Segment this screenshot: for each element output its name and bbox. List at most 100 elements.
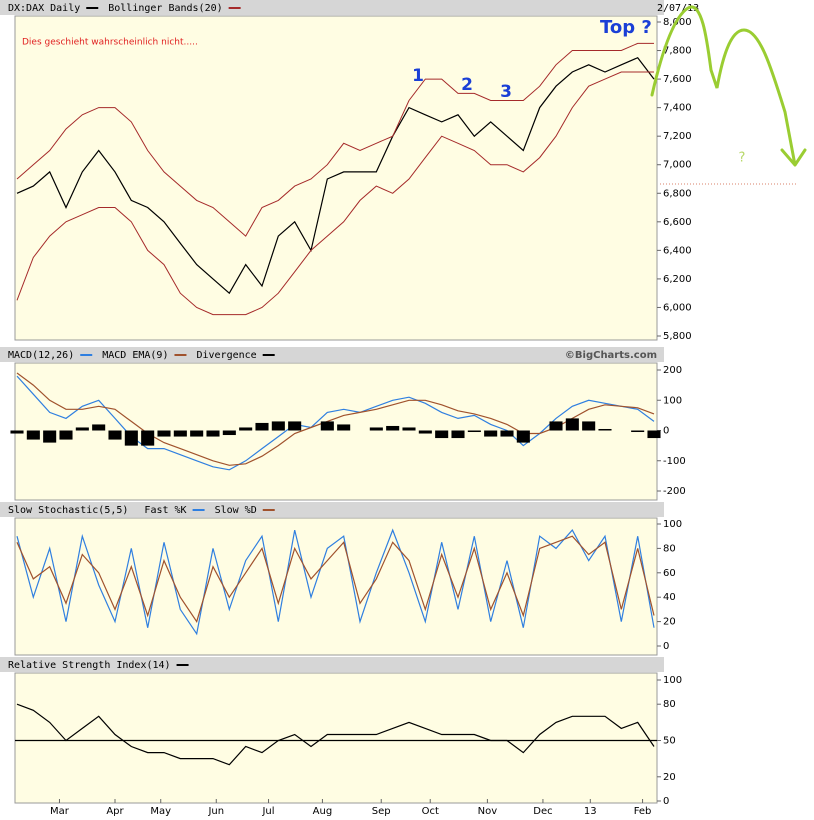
divergence-bar (173, 430, 187, 437)
x-tick-label: 13 (584, 806, 597, 817)
divergence-bar (631, 430, 645, 433)
y-tick-label: 7,400 (663, 103, 692, 114)
x-tick-label: Oct (422, 806, 439, 817)
divergence-bar (92, 424, 106, 431)
y-tick-label: 60 (663, 568, 676, 579)
x-tick-label: Aug (313, 806, 333, 817)
divergence-bar (190, 430, 204, 437)
annotation: Top ? (600, 17, 652, 38)
x-tick-label: Nov (478, 806, 498, 817)
series-line (16, 375, 655, 471)
divergence-bar (222, 430, 236, 436)
divergence-bar (337, 424, 351, 431)
plot-area (14, 517, 658, 656)
y-tick-label: 100 (663, 395, 682, 406)
divergence-bar (500, 430, 514, 437)
series-line (16, 528, 655, 636)
y-tick-label: 6,800 (663, 188, 692, 199)
divergence-bar (565, 418, 579, 431)
plot-area (14, 672, 658, 804)
y-tick-label: 100 (663, 519, 682, 530)
plot-area (14, 15, 658, 341)
y-tick-label: 7,200 (663, 131, 692, 142)
divergence-bar (141, 430, 155, 446)
panel-header (0, 657, 664, 672)
series-line (16, 372, 655, 466)
annotation: Dies geschieht wahrscheinlich nicht..... (22, 38, 198, 48)
y-tick-label: 40 (663, 592, 676, 603)
date-label: 2/07/13 (657, 3, 699, 14)
divergence-bar (418, 430, 432, 434)
series-line (16, 535, 655, 623)
x-tick-label: Sep (372, 806, 391, 817)
y-tick-label: 50 (663, 736, 676, 747)
divergence-bar (206, 430, 220, 437)
legend-label: Fast %K (144, 505, 186, 516)
divergence-bar (255, 422, 269, 431)
y-tick-label: 20 (663, 617, 676, 628)
x-tick-label: Jul (261, 806, 274, 817)
x-tick-label: May (150, 806, 171, 817)
divergence-bar (647, 430, 661, 439)
projection-sketch (650, 5, 807, 167)
divergence-bar (516, 430, 530, 443)
annotation: 3 (500, 82, 512, 102)
y-tick-label: 7,000 (663, 160, 692, 171)
series-line (16, 56, 655, 295)
divergence-bar (157, 430, 171, 437)
divergence-bar (75, 427, 89, 431)
panel-header (0, 502, 664, 517)
x-tick-label: Apr (106, 806, 124, 817)
x-tick-label: Mar (50, 806, 70, 817)
divergence-bar (484, 430, 498, 437)
y-tick-label: 100 (663, 675, 682, 686)
y-tick-label: 7,600 (663, 74, 692, 85)
y-tick-label: 20 (663, 772, 676, 783)
x-tick-label: Jun (207, 806, 224, 817)
band-upper (16, 42, 654, 237)
legend-label: Slow %D (215, 505, 257, 516)
legend-label: Slow Stochastic(5,5) (8, 505, 128, 516)
band-lower (16, 71, 654, 316)
y-tick-label: 0 (663, 426, 669, 437)
divergence-bar (386, 425, 400, 431)
divergence-bar (451, 430, 465, 439)
divergence-bar (369, 427, 383, 431)
divergence-bar (271, 421, 285, 431)
legend-label: Relative Strength Index(14) (8, 660, 171, 671)
divergence-bar (598, 428, 612, 431)
divergence-bar (10, 430, 24, 434)
source-label: ©BigCharts.com (565, 350, 657, 361)
panels: 5,800 6,000 6,200 6,400 6,600 6,800 7,000 7,200… (0, 0, 699, 817)
y-tick-label: 0 (663, 796, 669, 807)
divergence-bar (435, 430, 449, 439)
y-tick-label: 7,800 (663, 46, 692, 57)
divergence-bar (108, 430, 122, 440)
divergence-bar (239, 427, 253, 431)
y-tick-label: 6,000 (663, 302, 692, 313)
divergence-bar (59, 430, 73, 440)
y-tick-label: 6,600 (663, 217, 692, 228)
divergence-bar (124, 430, 138, 446)
legend-label: DX:DAX Daily (8, 3, 80, 14)
series-line (16, 703, 655, 766)
panel-header (0, 0, 664, 15)
y-tick-label: 80 (663, 543, 676, 554)
y-tick-label: 200 (663, 365, 682, 376)
y-tick-label: 6,400 (663, 245, 692, 256)
legend-label: MACD(12,26) (8, 350, 74, 361)
divergence-bar (288, 421, 302, 431)
legend-label: Divergence (196, 350, 256, 361)
divergence-bar (26, 430, 40, 440)
y-tick-label: 6,200 (663, 274, 692, 285)
annotation: ? (739, 151, 746, 166)
annotation: 1 (412, 66, 424, 86)
legend-label: Bollinger Bands(20) (108, 3, 222, 14)
x-tick-label: Feb (634, 806, 652, 817)
divergence-bar (320, 421, 334, 431)
divergence-bar (402, 427, 416, 431)
y-tick-label: -200 (663, 486, 686, 497)
y-tick-label: 80 (663, 699, 676, 710)
divergence-bar (582, 421, 596, 431)
panel-header (0, 347, 664, 362)
